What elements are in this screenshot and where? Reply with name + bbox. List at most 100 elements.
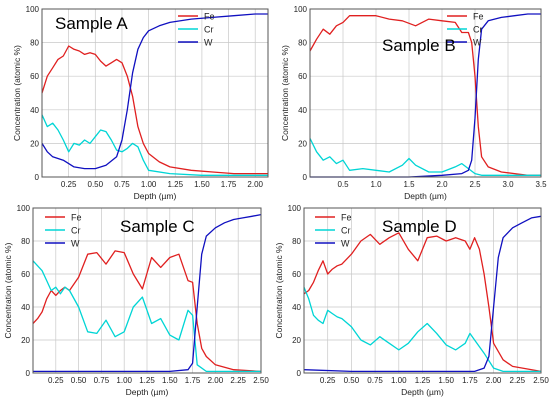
legend-label: W bbox=[71, 239, 80, 249]
series-line-w bbox=[303, 215, 542, 373]
legend-label: Fe bbox=[71, 213, 82, 223]
series-line-cr bbox=[303, 286, 541, 373]
x-tick-label: 0.50 bbox=[88, 180, 104, 189]
x-tick-label: 0.5 bbox=[337, 180, 349, 189]
y-tick-label: 60 bbox=[292, 270, 301, 279]
x-tick-label: 0.75 bbox=[114, 180, 130, 189]
y-tick-label: 20 bbox=[298, 139, 307, 148]
x-tick-label: 2.25 bbox=[510, 376, 526, 385]
x-tick-label: 1.50 bbox=[438, 376, 454, 385]
x-tick-label: 0.25 bbox=[320, 376, 336, 385]
x-tick-label: 3.0 bbox=[502, 180, 514, 189]
chart-title: Sample D bbox=[382, 217, 457, 236]
x-tick-label: 0.25 bbox=[61, 180, 77, 189]
legend-label: Fe bbox=[341, 213, 352, 223]
chart-panel-4: 0 20 40 60 80 100 0.25 0.50 0.75 1.00 1.25 1.50 1.75… bbox=[274, 204, 549, 397]
plot-frame bbox=[41, 8, 269, 178]
y-axis-label: Concentration (atomic %) bbox=[12, 45, 22, 141]
y-tick-label: 80 bbox=[292, 237, 301, 246]
y-tick-label: 100 bbox=[17, 204, 31, 213]
y-tick-label: 40 bbox=[292, 303, 301, 312]
legend-label: Fe bbox=[473, 12, 484, 22]
x-tick-label: 0.75 bbox=[367, 376, 383, 385]
chart-panel-1: 0 20 40 60 80 100 0.25 0.50 0.75 1.00 1.25 1.50 1.75… bbox=[12, 5, 269, 201]
y-tick-label: 20 bbox=[30, 139, 39, 148]
series-line-cr bbox=[32, 260, 261, 373]
x-tick-label: 3.5 bbox=[535, 180, 547, 189]
x-tick-label: 1.25 bbox=[167, 180, 183, 189]
x-tick-label: 0.50 bbox=[344, 376, 360, 385]
x-tick-label: 1.00 bbox=[141, 180, 157, 189]
series-line-w bbox=[41, 13, 268, 170]
x-tick-label: 1.5 bbox=[403, 180, 415, 189]
x-tick-label: 0.25 bbox=[48, 376, 64, 385]
series-line-fe bbox=[32, 250, 262, 373]
legend-label: Cr bbox=[341, 226, 351, 236]
x-tick-label: 0.50 bbox=[71, 376, 87, 385]
legend-label: W bbox=[204, 38, 213, 48]
x-tick-label: 2.25 bbox=[230, 376, 246, 385]
x-tick-label: 1.75 bbox=[185, 376, 201, 385]
series-line-fe bbox=[303, 232, 542, 373]
y-tick-label: 80 bbox=[30, 39, 39, 48]
y-tick-label: 20 bbox=[292, 336, 301, 345]
x-axis-label: Depth (µm) bbox=[401, 387, 444, 397]
y-tick-label: 100 bbox=[26, 5, 40, 14]
x-tick-label: 2.5 bbox=[469, 180, 481, 189]
x-tick-label: 1.25 bbox=[415, 376, 431, 385]
plot-frame bbox=[309, 8, 542, 178]
x-axis-label: Depth (µm) bbox=[126, 387, 169, 397]
x-tick-label: 1.0 bbox=[370, 180, 382, 189]
x-tick-label: 1.25 bbox=[139, 376, 155, 385]
plot-frame bbox=[303, 207, 542, 374]
y-tick-label: 60 bbox=[298, 72, 307, 81]
legend-label: Cr bbox=[71, 226, 81, 236]
series-line-fe bbox=[309, 15, 541, 176]
chart-title: Sample A bbox=[55, 14, 128, 33]
y-axis-label: Concentration (atomic %) bbox=[3, 242, 13, 338]
y-tick-label: 20 bbox=[21, 336, 30, 345]
x-tick-label: 0.75 bbox=[94, 376, 110, 385]
chart-title: Sample B bbox=[382, 36, 456, 55]
series-line-w bbox=[33, 213, 262, 373]
y-tick-label: 40 bbox=[298, 106, 307, 115]
y-tick-label: 40 bbox=[30, 106, 39, 115]
y-tick-label: 40 bbox=[21, 303, 30, 312]
legend-label: W bbox=[473, 38, 482, 48]
chart-title: Sample C bbox=[120, 217, 195, 236]
x-tick-label: 1.75 bbox=[221, 180, 237, 189]
plot-area bbox=[42, 9, 268, 177]
x-tick-label: 1.00 bbox=[391, 376, 407, 385]
plot-frame bbox=[32, 207, 262, 374]
legend-label: Cr bbox=[204, 25, 214, 35]
x-tick-label: 1.00 bbox=[116, 376, 132, 385]
series-line-cr bbox=[41, 114, 268, 176]
series-line-cr bbox=[309, 138, 541, 176]
legend-label: Cr bbox=[473, 25, 483, 35]
y-tick-label: 80 bbox=[298, 39, 307, 48]
x-tick-label: 1.50 bbox=[194, 180, 210, 189]
series-line-fe bbox=[41, 45, 268, 175]
legend-label: W bbox=[341, 239, 350, 249]
x-tick-label: 1.50 bbox=[162, 376, 178, 385]
y-tick-label: 60 bbox=[21, 270, 30, 279]
x-axis-label: Depth (µm) bbox=[134, 191, 177, 201]
y-tick-label: 80 bbox=[21, 237, 30, 246]
x-tick-label: 2.50 bbox=[533, 376, 549, 385]
x-tick-label: 2.50 bbox=[253, 376, 269, 385]
chart-panel-2: 0 20 40 60 80 100 0.5 1.0 1.5 2.0 2.5 3.0 3.5 Depth (… bbox=[280, 5, 547, 201]
x-tick-label: 2.0 bbox=[436, 180, 448, 189]
x-tick-label: 2.00 bbox=[486, 376, 502, 385]
y-tick-label: 100 bbox=[288, 204, 302, 213]
chart-panel-3: 0 20 40 60 80 100 0.25 0.50 0.75 1.00 1.25 1.50 1.75… bbox=[3, 204, 269, 397]
y-axis-label: Concentration (atomic %) bbox=[274, 242, 284, 338]
x-axis-label: Depth (µm) bbox=[404, 191, 447, 201]
y-tick-label: 0 bbox=[303, 173, 308, 182]
y-tick-label: 0 bbox=[297, 369, 302, 378]
x-tick-label: 2.00 bbox=[247, 180, 263, 189]
y-tick-label: 60 bbox=[30, 72, 39, 81]
y-tick-label: 0 bbox=[35, 173, 40, 182]
plot-area bbox=[310, 9, 541, 177]
